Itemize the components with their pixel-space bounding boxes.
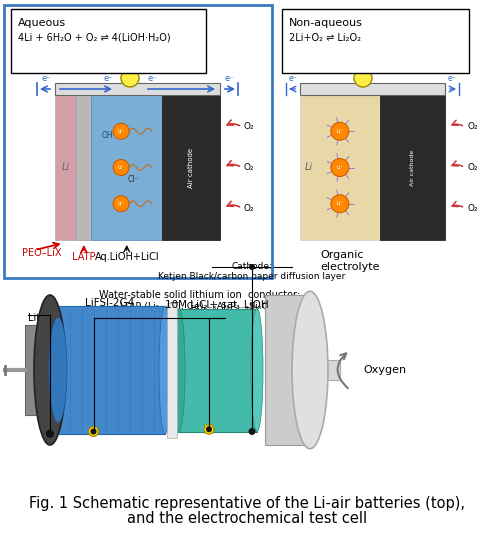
Text: Lithium metal anode: Lithium metal anode (28, 313, 130, 323)
Ellipse shape (292, 291, 328, 449)
Bar (4, 5, 272, 278)
Circle shape (113, 195, 129, 212)
Text: Organic
electrolyte: Organic electrolyte (320, 250, 380, 272)
Bar (310, 360, 340, 380)
Text: PEO–LiX: PEO–LiX (22, 248, 61, 258)
Circle shape (331, 195, 349, 213)
Text: Aqueous: Aqueous (18, 18, 66, 28)
Text: 2Li+O₂ ⇌ Li₂O₂: 2Li+O₂ ⇌ Li₂O₂ (289, 33, 361, 43)
Bar (177, 308, 257, 431)
Text: e⁻: e⁻ (103, 74, 113, 83)
Bar (55, 306, 165, 434)
Text: e⁻: e⁻ (224, 74, 234, 83)
Text: 4Li + 6H₂O + O₂ ⇌ 4(LiOH·H₂O): 4Li + 6H₂O + O₂ ⇌ 4(LiOH·H₂O) (18, 33, 171, 43)
Text: Li⁺: Li⁺ (117, 129, 125, 134)
Circle shape (248, 428, 255, 435)
Text: LTAP (Li₁₊ₓ(Ti, Ge)₂₋ₓAlₓP₃₋ₓSiₓO₁₂): LTAP (Li₁₊ₓ(Ti, Ge)₂₋ₓAlₓP₃₋ₓSiₓO₁₂) (120, 302, 280, 311)
Bar (300, 95, 380, 240)
Text: O₂: O₂ (244, 123, 254, 131)
Text: LATP: LATP (72, 252, 96, 262)
Text: OH⁻: OH⁻ (101, 131, 117, 140)
Text: Li⁺: Li⁺ (117, 201, 125, 206)
Ellipse shape (49, 318, 67, 422)
Circle shape (91, 429, 97, 435)
Text: Li⁺: Li⁺ (117, 165, 125, 170)
Text: O₂: O₂ (467, 204, 478, 213)
Ellipse shape (251, 308, 263, 431)
Text: Li⁺: Li⁺ (336, 165, 344, 170)
Bar (91, 95, 162, 240)
Circle shape (331, 122, 349, 140)
Circle shape (47, 430, 53, 437)
Text: Air cathode: Air cathode (410, 150, 415, 186)
Text: e⁻: e⁻ (147, 74, 157, 83)
Text: O₂: O₂ (244, 204, 254, 213)
Bar (265, 295, 315, 445)
Text: Cl⁻: Cl⁻ (128, 174, 140, 184)
Bar (300, 83, 445, 95)
Text: Li: Li (62, 163, 70, 172)
Ellipse shape (173, 308, 185, 431)
Text: O₂: O₂ (244, 163, 254, 172)
Bar (380, 95, 445, 240)
Bar (167, 302, 177, 437)
Bar (162, 95, 220, 240)
Text: e⁻: e⁻ (41, 74, 51, 83)
Text: Li⁺: Li⁺ (336, 201, 344, 206)
Ellipse shape (159, 306, 171, 434)
Bar (25, 325, 57, 415)
FancyBboxPatch shape (11, 9, 206, 73)
Text: Li⁺: Li⁺ (336, 129, 344, 134)
Circle shape (89, 427, 99, 436)
Text: 10M LiCl+ sat. LiOH: 10M LiCl+ sat. LiOH (165, 300, 269, 310)
Bar (55, 95, 76, 240)
Circle shape (331, 159, 349, 177)
Text: Water-stable solid lithium ion  conductor:: Water-stable solid lithium ion conductor… (99, 290, 300, 300)
Text: O₂: O₂ (467, 163, 478, 172)
Text: Fig. 1 Schematic representative of the Li-air batteries (top),: Fig. 1 Schematic representative of the L… (29, 496, 465, 511)
Text: Aq.LiOH+LiCl: Aq.LiOH+LiCl (95, 252, 159, 262)
Circle shape (206, 426, 212, 432)
Bar (76, 95, 91, 240)
Ellipse shape (34, 295, 66, 445)
Text: O₂: O₂ (467, 123, 478, 131)
Circle shape (113, 159, 129, 176)
Bar (55, 83, 220, 95)
Circle shape (249, 264, 255, 270)
Text: Li: Li (305, 163, 313, 172)
Circle shape (354, 69, 372, 87)
Text: Non-aqueous: Non-aqueous (289, 18, 363, 28)
Circle shape (204, 424, 214, 434)
Text: Cathode:
Ketjen Black/carbon paper diffusion layer: Cathode: Ketjen Black/carbon paper diffu… (158, 262, 346, 281)
FancyBboxPatch shape (282, 9, 469, 73)
Text: Air cathode: Air cathode (188, 147, 194, 187)
Text: LiFSI-2G4: LiFSI-2G4 (85, 298, 135, 307)
Text: e⁻: e⁻ (289, 74, 297, 83)
Circle shape (113, 123, 129, 139)
Text: and the electrochemical test cell: and the electrochemical test cell (127, 511, 367, 526)
Text: e⁻: e⁻ (447, 74, 456, 83)
Text: Oxygen: Oxygen (363, 365, 406, 375)
Circle shape (121, 69, 139, 87)
